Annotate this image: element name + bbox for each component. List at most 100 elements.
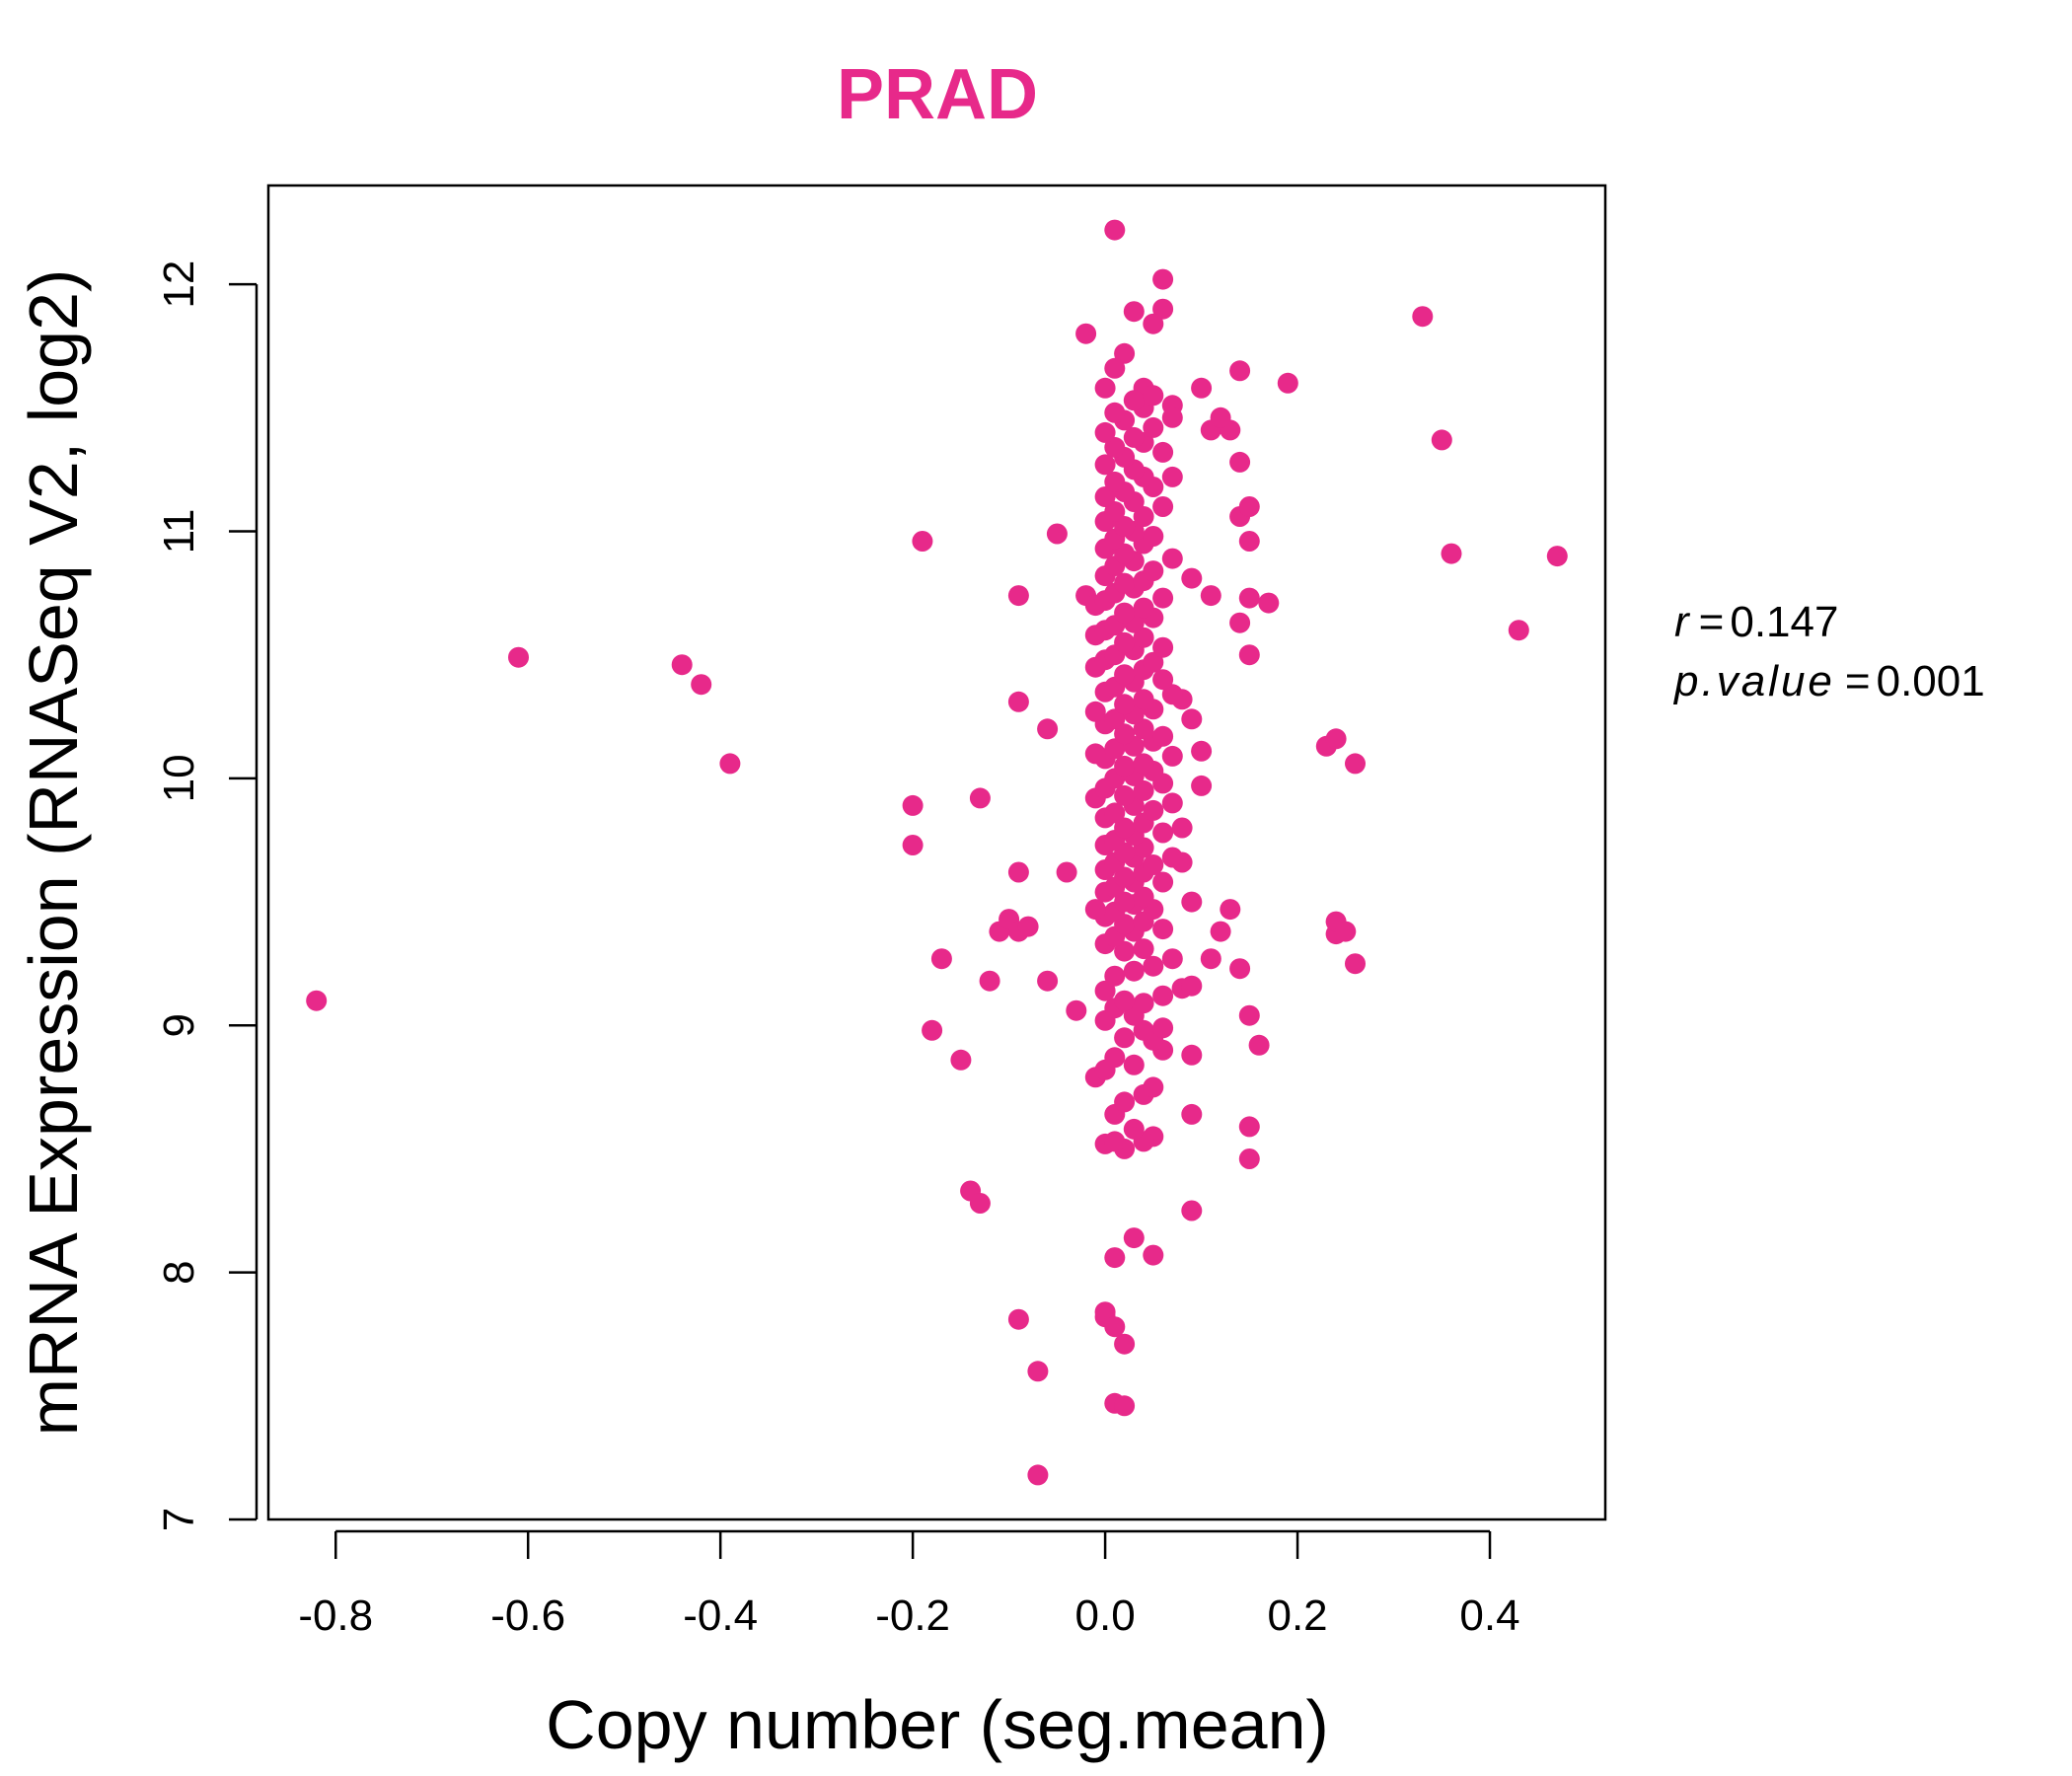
data-point-21 <box>1007 1308 1029 1330</box>
data-point-112 <box>1114 1027 1136 1049</box>
data-point-56 <box>1181 708 1203 730</box>
y-tick-label-2: 9 <box>155 1013 203 1037</box>
data-point-79 <box>1104 219 1126 241</box>
data-point-71 <box>1191 377 1213 399</box>
data-point-28 <box>1056 861 1077 883</box>
data-point-49 <box>1200 948 1221 970</box>
data-point-177 <box>1114 755 1136 777</box>
y-axis-label: mRNA Expression (RNASeq V2, log2) <box>15 269 92 1437</box>
data-point-36 <box>1104 1247 1126 1269</box>
data-point-238 <box>1104 501 1126 522</box>
data-point-62 <box>1200 585 1221 607</box>
data-point-194 <box>1133 689 1154 710</box>
data-point-200 <box>1114 664 1136 686</box>
data-point-24 <box>1027 1464 1049 1486</box>
data-point-124 <box>1094 980 1116 1001</box>
data-point-143 <box>1133 886 1154 908</box>
y-tick-label-0: 7 <box>155 1508 203 1531</box>
data-point-44 <box>1238 1116 1260 1138</box>
r-value: 0.147 <box>1730 598 1838 646</box>
data-point-45 <box>1181 1103 1203 1125</box>
y-tick-label-4: 11 <box>155 509 203 555</box>
data-point-75 <box>1152 298 1174 320</box>
data-point-166 <box>1143 799 1164 821</box>
data-point-95 <box>1335 921 1357 942</box>
data-point-7 <box>912 531 933 552</box>
data-point-180 <box>1161 745 1183 767</box>
data-point-3 <box>691 674 712 696</box>
x-tick-label-1: -0.6 <box>490 1591 565 1640</box>
data-point-260 <box>1143 385 1164 407</box>
data-point-64 <box>1238 531 1260 552</box>
data-point-125 <box>1104 965 1126 987</box>
y-tick-label-5: 12 <box>155 260 203 309</box>
data-point-191 <box>1084 701 1106 722</box>
r-stat: r = 0.147 <box>1674 598 1838 646</box>
data-point-104 <box>1114 1091 1136 1113</box>
data-point-99 <box>1104 1131 1126 1152</box>
data-point-250 <box>1104 436 1126 458</box>
data-point-12 <box>969 1193 991 1214</box>
data-point-86 <box>1431 429 1452 451</box>
x-tick-label-3: -0.2 <box>875 1591 950 1640</box>
data-point-111 <box>1181 1044 1203 1066</box>
data-point-189 <box>1104 708 1126 730</box>
data-point-55 <box>1191 740 1213 762</box>
data-point-23 <box>1027 1361 1049 1382</box>
data-point-27 <box>1046 523 1068 545</box>
plot-frame <box>266 184 1607 1521</box>
data-point-151 <box>1143 854 1164 875</box>
data-point-199 <box>1152 669 1174 691</box>
data-points <box>306 219 1568 1486</box>
p-value-label: p.value <box>1672 657 1835 705</box>
data-point-6 <box>902 835 924 855</box>
y-axis: 7 8 9 10 11 12 <box>155 260 259 1531</box>
data-point-72 <box>1229 360 1251 382</box>
data-point-203 <box>1143 651 1164 673</box>
data-point-254 <box>1143 416 1164 438</box>
data-point-142 <box>1114 891 1136 913</box>
data-point-127 <box>1143 955 1164 977</box>
data-point-115 <box>1152 1017 1174 1039</box>
data-point-31 <box>1075 323 1097 344</box>
data-point-46 <box>1248 1034 1270 1056</box>
data-point-19 <box>1007 691 1029 712</box>
data-point-14 <box>979 970 1000 992</box>
data-point-222 <box>1114 572 1136 594</box>
data-point-178 <box>1133 753 1154 775</box>
data-point-61 <box>1258 592 1280 614</box>
data-point-13 <box>969 787 991 809</box>
data-point-187 <box>1133 718 1154 740</box>
data-point-185 <box>1152 725 1174 747</box>
data-point-141 <box>1084 899 1106 921</box>
data-point-225 <box>1143 560 1164 582</box>
data-point-5 <box>902 794 924 816</box>
r-label: r <box>1674 598 1691 646</box>
data-point-9 <box>930 948 952 970</box>
data-point-60 <box>1238 587 1260 609</box>
data-point-1 <box>508 646 529 668</box>
y-tick-label-1: 8 <box>155 1260 203 1284</box>
data-point-87 <box>1441 543 1462 564</box>
data-point-216 <box>1133 597 1154 619</box>
data-point-129 <box>1114 940 1136 962</box>
data-point-25 <box>1037 970 1059 992</box>
data-point-43 <box>1238 1148 1260 1169</box>
data-point-85 <box>1412 306 1434 328</box>
data-point-168 <box>1161 792 1183 814</box>
x-tick-label-5: 0.2 <box>1267 1591 1327 1640</box>
data-point-237 <box>1133 506 1154 527</box>
data-point-228 <box>1161 548 1183 569</box>
data-point-35 <box>1104 1316 1126 1338</box>
data-point-47 <box>1238 1004 1260 1026</box>
data-point-77 <box>1143 313 1164 334</box>
data-point-18 <box>1007 861 1029 883</box>
data-point-160 <box>1152 822 1174 844</box>
data-point-147 <box>1152 871 1174 893</box>
data-point-67 <box>1229 451 1251 473</box>
data-point-257 <box>1104 402 1126 423</box>
data-point-207 <box>1152 636 1174 658</box>
data-point-34 <box>1094 1301 1116 1323</box>
x-tick-label-6: 0.4 <box>1459 1591 1519 1640</box>
